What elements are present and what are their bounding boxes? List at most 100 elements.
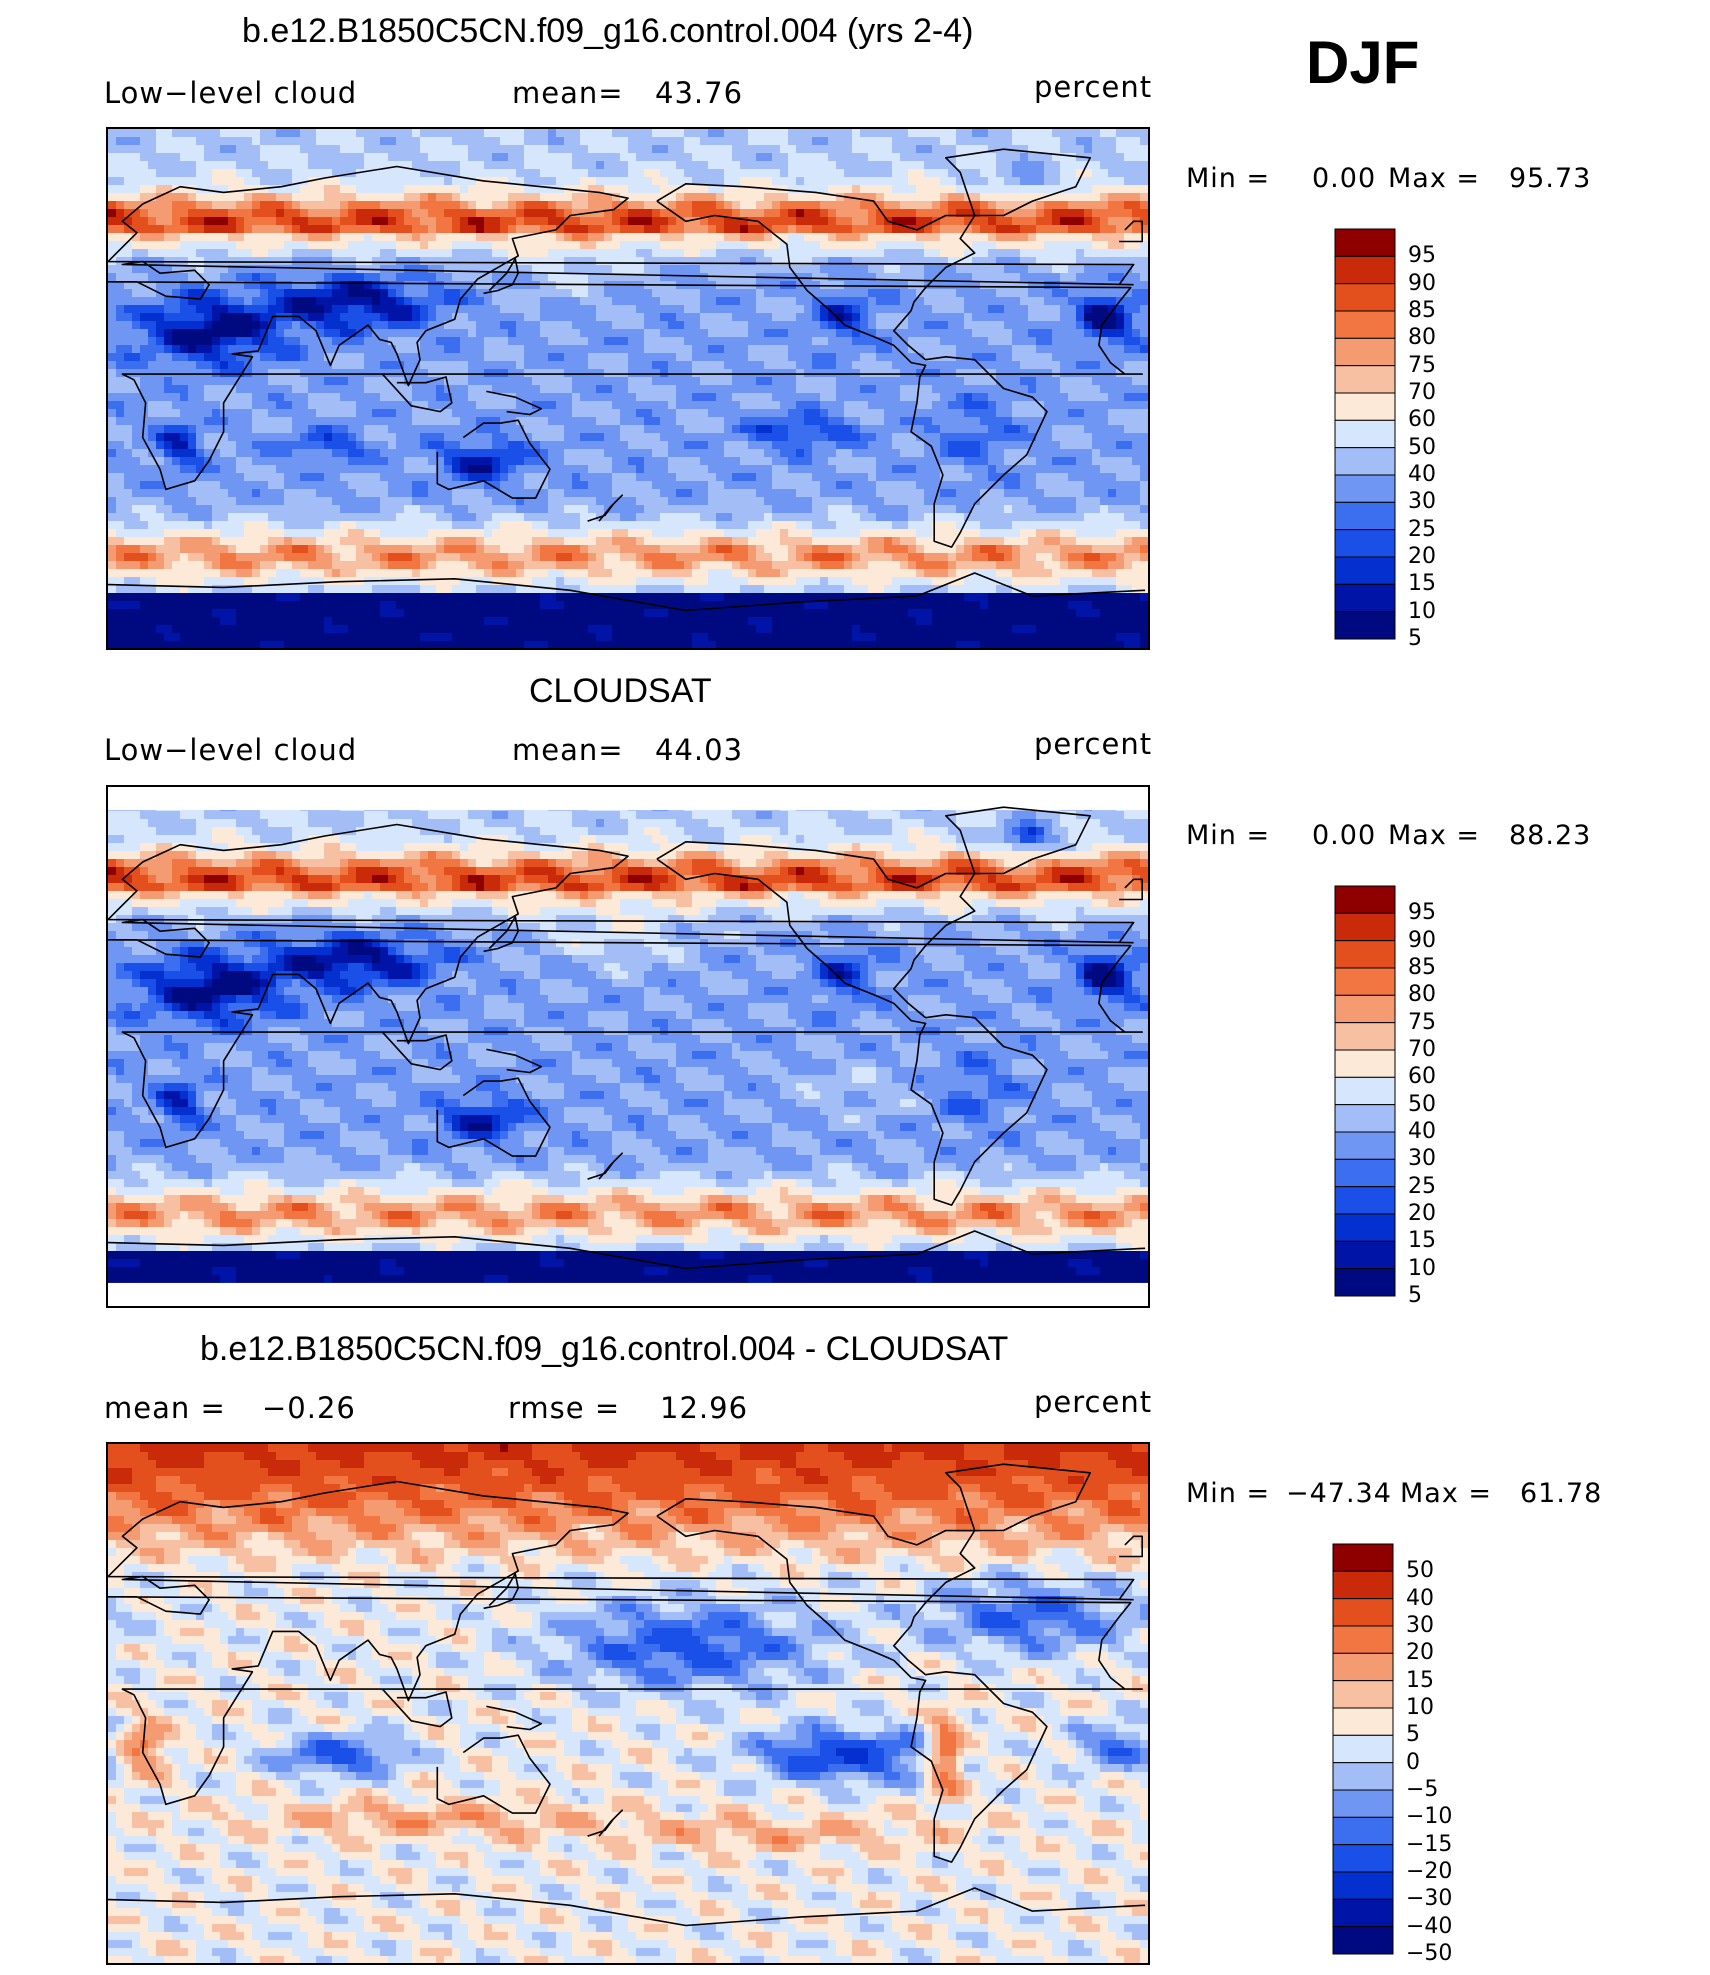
heatmap-cell — [548, 161, 557, 170]
heatmap-cell — [428, 145, 437, 154]
heatmap-cell — [468, 305, 477, 314]
heatmap-cell — [132, 481, 141, 490]
heatmap-cell — [564, 513, 573, 522]
heatmap-cell — [340, 569, 349, 578]
heatmap-cell — [572, 345, 581, 354]
heatmap-cell — [308, 305, 317, 314]
heatmap-cell — [156, 233, 165, 242]
heatmap-cell — [708, 153, 717, 162]
heatmap-cell — [468, 569, 477, 578]
heatmap-cell — [604, 569, 613, 578]
heatmap-cell — [196, 265, 205, 274]
heatmap-cell — [212, 377, 221, 386]
heatmap-cell — [492, 345, 501, 354]
heatmap-cell — [524, 329, 533, 338]
heatmap-cell — [460, 617, 469, 626]
heatmap-cell — [516, 481, 525, 490]
heatmap-cell — [524, 153, 533, 162]
heatmap-cell — [612, 137, 621, 146]
heatmap-cell — [180, 313, 189, 322]
heatmap-cell — [516, 249, 525, 258]
heatmap-cell — [348, 225, 357, 234]
heatmap-cell — [612, 585, 621, 594]
heatmap-cell — [140, 441, 149, 450]
heatmap-cell — [108, 577, 117, 586]
heatmap-cell — [212, 553, 221, 562]
heatmap-cell — [700, 625, 709, 634]
heatmap-cell — [380, 329, 389, 338]
heatmap-cell — [388, 609, 397, 618]
heatmap-cell — [548, 289, 557, 298]
heatmap-cell — [452, 137, 461, 146]
heatmap-cell — [140, 369, 149, 378]
heatmap-cell — [356, 385, 365, 394]
heatmap-cell — [524, 377, 533, 386]
heatmap-cell — [612, 537, 621, 546]
heatmap-cell — [204, 345, 213, 354]
heatmap-cell — [356, 409, 365, 418]
heatmap-cell — [228, 393, 237, 402]
heatmap-cell — [444, 497, 453, 506]
heatmap-cell — [572, 433, 581, 442]
heatmap-cell — [364, 641, 373, 648]
heatmap-cell — [324, 441, 333, 450]
heatmap-cell — [692, 177, 701, 186]
heatmap-cell — [476, 313, 485, 322]
heatmap-cell — [180, 225, 189, 234]
heatmap-cell — [276, 329, 285, 338]
heatmap-cell — [532, 305, 541, 314]
heatmap-cell — [172, 329, 181, 338]
heatmap-cell — [404, 617, 413, 626]
heatmap-cell — [660, 633, 669, 642]
heatmap-cell — [556, 273, 565, 282]
heatmap-cell — [532, 353, 541, 362]
heatmap-cell — [396, 481, 405, 490]
heatmap-cell — [340, 321, 349, 330]
heatmap-cell — [316, 145, 325, 154]
heatmap-cell — [372, 281, 381, 290]
heatmap-cell — [436, 609, 445, 618]
heatmap-cell — [636, 337, 645, 346]
heatmap-cell — [348, 505, 357, 514]
heatmap-cell — [132, 617, 141, 626]
heatmap-cell — [244, 361, 253, 370]
heatmap-cell — [348, 289, 357, 298]
panel1-title: b.e12.B1850C5CN.f09_g16.control.004 (yrs… — [242, 12, 973, 51]
heatmap-cell — [564, 337, 573, 346]
heatmap-cell — [276, 505, 285, 514]
heatmap-cell — [428, 409, 437, 418]
heatmap-cell — [500, 529, 509, 538]
heatmap-cell — [276, 353, 285, 362]
heatmap-cell — [620, 137, 629, 146]
heatmap-cell — [716, 529, 725, 538]
heatmap-cell — [460, 329, 469, 338]
heatmap-cell — [676, 481, 685, 490]
heatmap-cell — [348, 553, 357, 562]
heatmap-cell — [268, 505, 277, 514]
heatmap-cell — [708, 529, 717, 538]
heatmap-cell — [356, 441, 365, 450]
heatmap-cell — [316, 377, 325, 386]
heatmap-cell — [420, 377, 429, 386]
heatmap-cell — [708, 305, 717, 314]
heatmap-cell — [596, 361, 605, 370]
heatmap-cell — [372, 297, 381, 306]
heatmap-cell — [492, 553, 501, 562]
heatmap-cell — [676, 569, 685, 578]
heatmap-cell — [220, 449, 229, 458]
heatmap-cell — [316, 529, 325, 538]
heatmap-cell — [660, 257, 669, 266]
heatmap-cell — [228, 241, 237, 250]
heatmap-cell — [660, 177, 669, 186]
heatmap-cell — [396, 241, 405, 250]
heatmap-cell — [356, 505, 365, 514]
heatmap-cell — [524, 361, 533, 370]
heatmap-cell — [188, 129, 197, 138]
heatmap-cell — [172, 225, 181, 234]
heatmap-cell — [532, 497, 541, 506]
heatmap-cell — [612, 257, 621, 266]
heatmap-cell — [644, 497, 653, 506]
heatmap-cell — [636, 193, 645, 202]
heatmap-cell — [524, 145, 533, 154]
heatmap-cell — [324, 433, 333, 442]
